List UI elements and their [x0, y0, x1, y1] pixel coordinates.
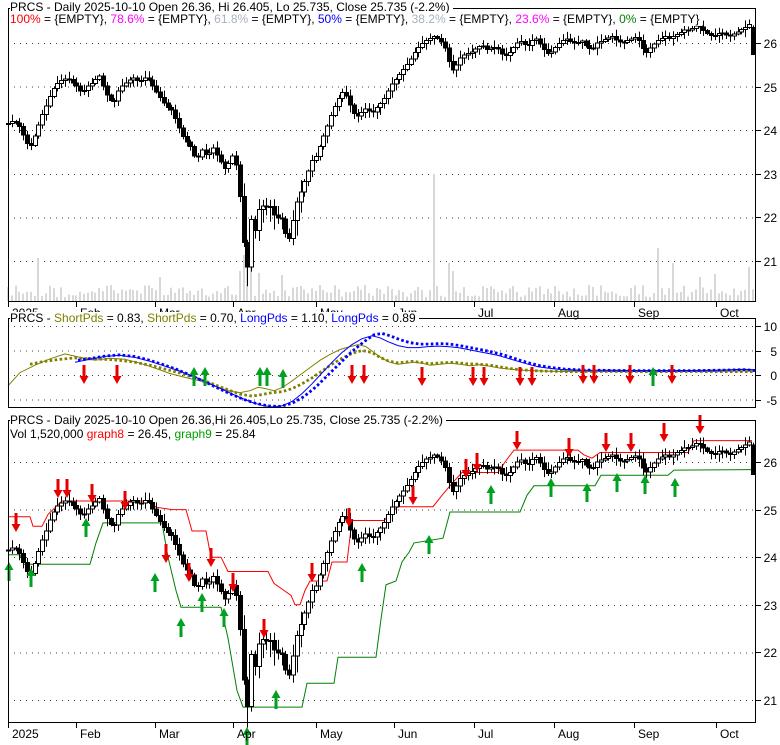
y-axis-label: 26	[764, 456, 778, 470]
candles-bottom-panel	[6, 436, 756, 728]
panel3-title: PRCS - Daily 2025-10-10 Open 26.36,Hi 26…	[10, 414, 446, 427]
fib-levels-line: 100% = {EMPTY}, 78.6% = {EMPTY}, 61.8% =…	[10, 12, 703, 26]
month-label: Mar	[159, 727, 180, 741]
y-axis-label: 23	[764, 168, 778, 182]
panel2-header-seg-4: = 0.70,	[196, 311, 241, 325]
right-axis: 26 25 24 23 22 21 10 5 0 -5 26 25 24 23 22 21	[755, 37, 777, 708]
panel2-header: PRCS - ShortPds = 0.83, ShortPds = 0.70,…	[10, 312, 419, 325]
panel2-header-seg-0: PRCS -	[10, 311, 55, 325]
fib-level-value: = {EMPTY},	[144, 12, 215, 26]
y-axis-label: 24	[764, 551, 778, 565]
month-label: Feb	[80, 727, 101, 741]
panel2-header-seg-8: = 0.89	[378, 311, 416, 325]
panel2-header-seg-1: ShortPds	[54, 311, 104, 325]
month-label: 2025	[12, 727, 39, 741]
y-axis-label: 25	[764, 504, 778, 518]
month-label: Apr	[237, 727, 256, 741]
y-axis-label: 10	[764, 320, 778, 334]
panel3-subtitle-seg-2: = 26.45,	[124, 427, 175, 441]
fib-level-value: = {EMPTY},	[40, 12, 111, 26]
y-axis-label: 21	[764, 694, 778, 708]
panel2-header-seg-3: ShortPds	[147, 311, 197, 325]
month-label: Sep	[638, 306, 660, 320]
month-label: May	[320, 727, 343, 741]
y-axis-label: 21	[764, 255, 778, 269]
fib-level-value: = {EMPTY},	[248, 12, 318, 26]
month-label: Jul	[478, 727, 493, 741]
y-axis-label: 25	[764, 81, 778, 95]
fib-level-value: = {EMPTY},	[549, 12, 620, 26]
month-label: Oct	[720, 306, 739, 320]
y-axis-label: 24	[764, 124, 778, 138]
fib-level-label: 61.8%	[214, 12, 249, 26]
month-label: Jun	[398, 727, 417, 741]
candles-top-panel	[6, 19, 756, 287]
fib-level-label: 0%	[619, 12, 637, 26]
indicator-lines	[7, 331, 756, 408]
fib-level-label: 50%	[317, 12, 342, 26]
volume-bars	[7, 174, 754, 301]
fib-level-label: 23.6%	[515, 12, 550, 26]
fib-level-label: 38.2%	[411, 12, 446, 26]
month-label: Sep	[638, 727, 660, 741]
panel2-header-seg-5: LongPds	[240, 311, 288, 325]
panel3-subtitle-seg-3: graph9	[174, 427, 212, 441]
panel3-subtitle-seg-4: = 25.84	[211, 427, 256, 441]
month-label: Aug	[558, 727, 579, 741]
signal-arrows	[4, 365, 705, 745]
panel2-header-seg-2: = 0.83,	[103, 311, 148, 325]
y-axis-label: 22	[764, 211, 778, 225]
y-axis-label: 23	[764, 599, 778, 613]
fib-level-value: = {EMPTY},	[445, 12, 516, 26]
panel2-header-seg-7: LongPds	[331, 311, 379, 325]
y-axis-label: 26	[764, 37, 778, 51]
panel2-header-seg-6: = 1.10,	[287, 311, 332, 325]
y-axis-label: -5	[766, 394, 777, 408]
y-axis-label: 0	[770, 369, 777, 383]
panel3-subtitle: Vol 1,520,000 graph8 = 26.45, graph9 = 2…	[10, 428, 259, 441]
panel1-title: PRCS - Daily 2025-10-10 Open 26.36, Hi 2…	[10, 1, 453, 14]
panel3-subtitle-seg-0: Vol 1,520,000	[10, 427, 87, 441]
month-label: Oct	[720, 727, 739, 741]
y-axis-label: 22	[764, 646, 778, 660]
stop-lines	[8, 440, 753, 708]
y-axis-label: 5	[770, 345, 777, 359]
month-label: Jul	[478, 306, 493, 320]
fib-level-value: = {EMPTY}	[636, 12, 700, 26]
month-label: Aug	[558, 306, 579, 320]
fib-level-label: 78.6%	[110, 12, 145, 26]
panel3-subtitle-seg-1: graph8	[86, 427, 125, 441]
fib-level-label: 100%	[10, 12, 41, 26]
fib-level-value: = {EMPTY},	[341, 12, 412, 26]
